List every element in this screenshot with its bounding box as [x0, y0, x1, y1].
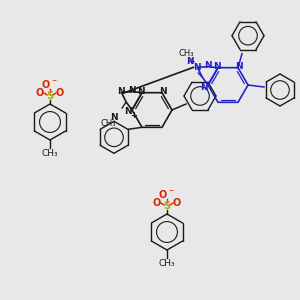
- Text: CH₃: CH₃: [100, 119, 116, 128]
- Text: O: O: [42, 80, 50, 90]
- Text: S: S: [164, 201, 171, 211]
- Text: N: N: [235, 62, 243, 71]
- Text: +: +: [188, 57, 195, 66]
- Text: N: N: [124, 107, 132, 116]
- Text: ⁻: ⁻: [51, 78, 57, 88]
- Text: O: O: [36, 88, 44, 98]
- Text: N: N: [204, 61, 212, 70]
- Text: CH₃: CH₃: [42, 149, 58, 158]
- Text: N: N: [194, 63, 201, 72]
- Text: N: N: [110, 113, 118, 122]
- Text: S: S: [46, 91, 54, 101]
- Text: O: O: [159, 190, 167, 200]
- Text: N: N: [137, 87, 145, 96]
- Text: N: N: [200, 82, 208, 91]
- Text: O: O: [153, 198, 161, 208]
- Text: N: N: [128, 86, 136, 95]
- Text: CH₃: CH₃: [159, 260, 175, 268]
- Text: N: N: [213, 62, 221, 71]
- Text: CH₃: CH₃: [178, 49, 194, 58]
- Text: O: O: [56, 88, 64, 98]
- Text: N: N: [159, 87, 167, 96]
- Text: N: N: [118, 87, 125, 96]
- Text: ⁻: ⁻: [168, 188, 174, 198]
- Text: +: +: [130, 112, 137, 121]
- Text: N: N: [186, 56, 194, 65]
- Text: O: O: [173, 198, 181, 208]
